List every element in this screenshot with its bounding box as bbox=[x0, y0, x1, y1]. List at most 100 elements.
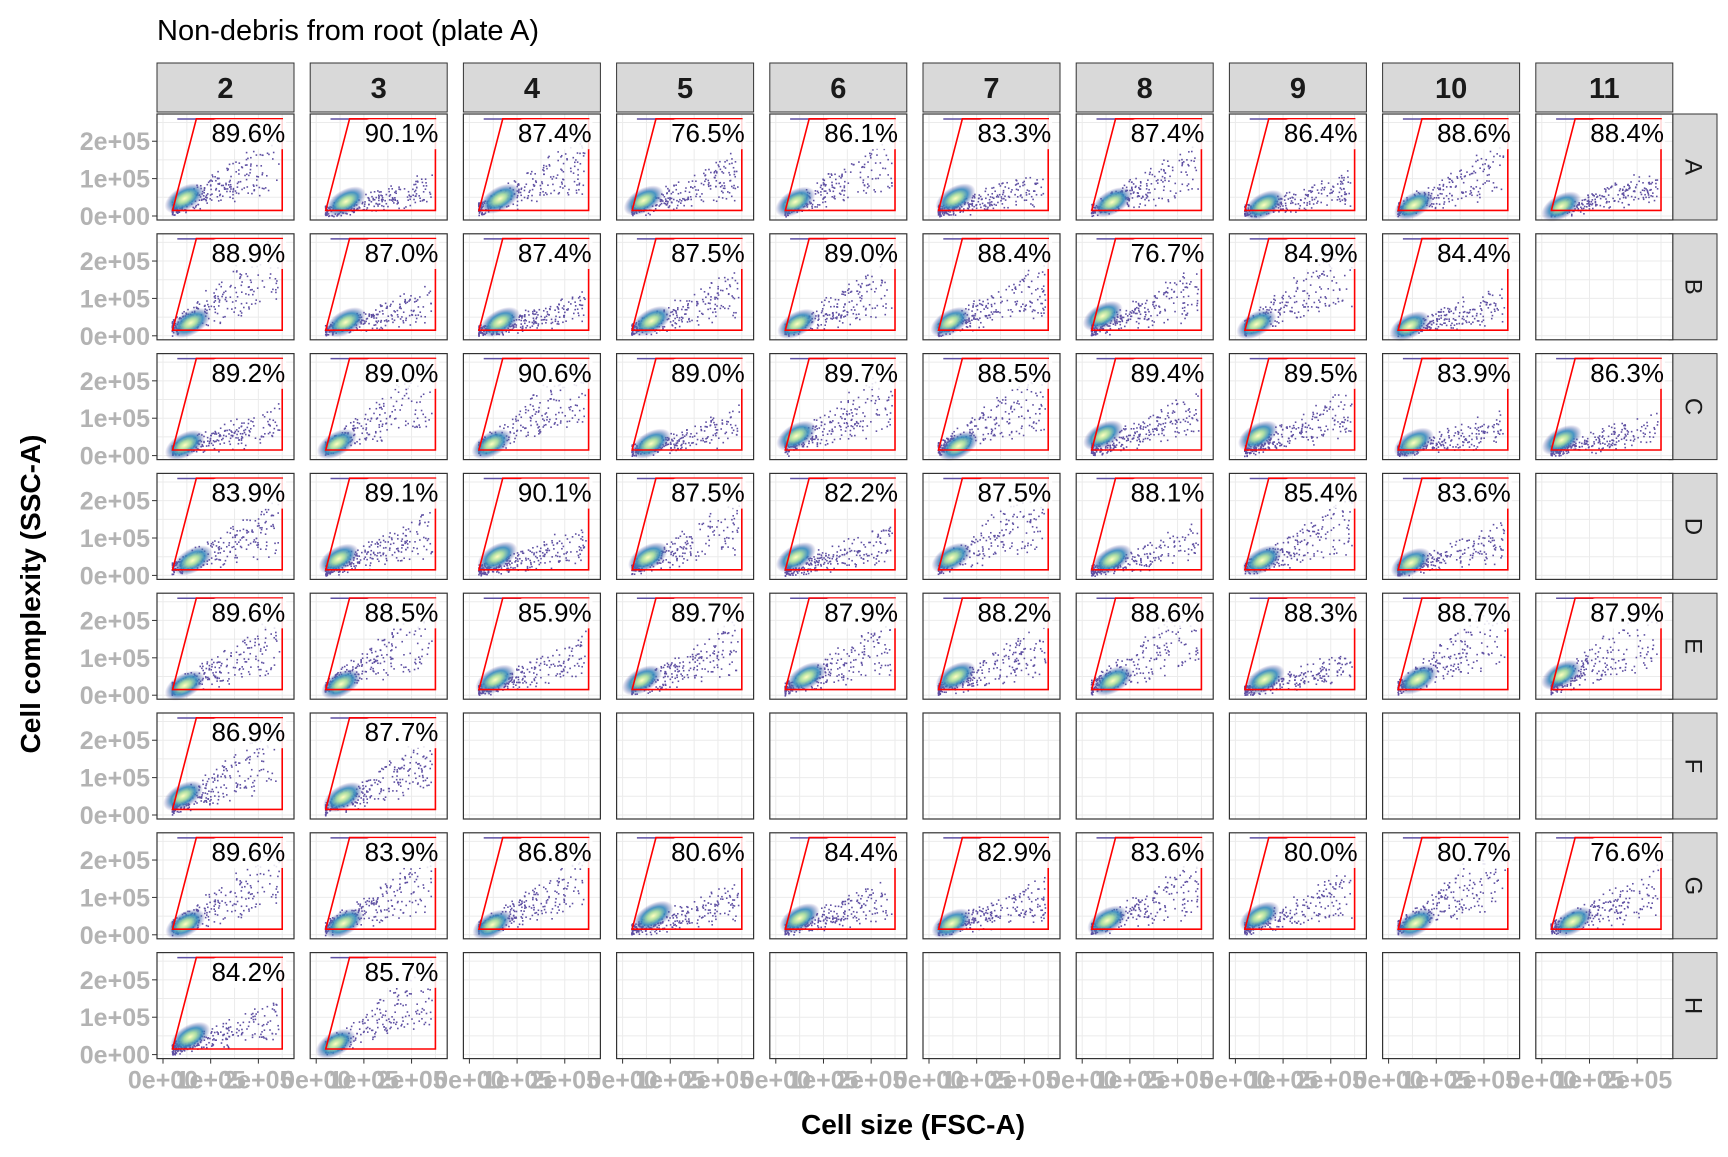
density-point bbox=[720, 186, 722, 188]
column-strip-label: 6 bbox=[830, 73, 846, 105]
density-point bbox=[737, 186, 739, 188]
density-point bbox=[724, 308, 726, 310]
density-point bbox=[1312, 187, 1314, 189]
density-point bbox=[885, 168, 887, 170]
density-point bbox=[221, 185, 223, 187]
density-point bbox=[220, 194, 222, 196]
density-point bbox=[246, 159, 248, 161]
density-point bbox=[1292, 202, 1294, 204]
density-point bbox=[1144, 205, 1146, 207]
density-point bbox=[672, 325, 674, 327]
density-point bbox=[837, 326, 839, 328]
density-point bbox=[1655, 186, 1657, 188]
density-point bbox=[1137, 318, 1139, 320]
density-point bbox=[236, 192, 238, 194]
density-point bbox=[1303, 189, 1305, 191]
density-point bbox=[689, 321, 691, 323]
density-point bbox=[859, 319, 861, 321]
density-point bbox=[1160, 311, 1162, 313]
density-point bbox=[1644, 187, 1646, 189]
density-point bbox=[1126, 320, 1128, 322]
density-point bbox=[550, 176, 552, 178]
density-point bbox=[570, 171, 572, 173]
density-point bbox=[1197, 293, 1199, 295]
density-point bbox=[1285, 195, 1287, 197]
density-point bbox=[730, 180, 732, 182]
density-point bbox=[973, 318, 975, 320]
density-point bbox=[215, 189, 217, 191]
density-point bbox=[1197, 300, 1199, 302]
density-point bbox=[856, 304, 858, 306]
density-point bbox=[574, 162, 576, 164]
density-point bbox=[1042, 308, 1044, 310]
density-point bbox=[985, 188, 987, 190]
density-point bbox=[541, 323, 543, 325]
density-point bbox=[237, 183, 239, 185]
density-point bbox=[970, 322, 972, 324]
density-point bbox=[1156, 297, 1158, 299]
density-point bbox=[882, 167, 884, 169]
density-point bbox=[1186, 283, 1188, 285]
density-point bbox=[1317, 276, 1319, 278]
density-point bbox=[263, 188, 265, 190]
density-point bbox=[971, 310, 973, 312]
density-point bbox=[991, 201, 993, 203]
density-point bbox=[394, 197, 396, 199]
density-point bbox=[738, 297, 740, 299]
density-point bbox=[431, 174, 433, 176]
density-point bbox=[709, 303, 711, 305]
density-point bbox=[1013, 284, 1015, 286]
density-point bbox=[1294, 199, 1296, 201]
density-point bbox=[1017, 183, 1019, 185]
density-point bbox=[841, 174, 843, 176]
density-point bbox=[1162, 176, 1164, 178]
density-point bbox=[1449, 182, 1451, 184]
density-point bbox=[1168, 180, 1170, 182]
density-point bbox=[884, 314, 886, 316]
density-point bbox=[1001, 183, 1003, 185]
density-point bbox=[987, 202, 989, 204]
density-point bbox=[1137, 192, 1139, 194]
density-point bbox=[562, 187, 564, 189]
density-point bbox=[204, 305, 206, 307]
density-point bbox=[1605, 198, 1607, 200]
density-point bbox=[408, 194, 410, 196]
density-point bbox=[527, 197, 529, 199]
density-point bbox=[376, 322, 378, 324]
density-point bbox=[414, 298, 416, 300]
density-point bbox=[729, 174, 731, 176]
density-point bbox=[690, 196, 692, 198]
density-point bbox=[953, 214, 955, 216]
density-point bbox=[546, 311, 548, 313]
density-point bbox=[857, 290, 859, 292]
density-point bbox=[655, 208, 657, 210]
density-point bbox=[1488, 174, 1490, 176]
density-point bbox=[404, 188, 406, 190]
density-point bbox=[392, 301, 394, 303]
density-point bbox=[1627, 184, 1629, 186]
density-point bbox=[687, 303, 689, 305]
density-point bbox=[1183, 289, 1185, 291]
density-point bbox=[1171, 297, 1173, 299]
density-point bbox=[526, 172, 528, 174]
density-point bbox=[373, 317, 375, 319]
density-point bbox=[968, 304, 970, 306]
density-point bbox=[520, 194, 522, 196]
facet-panel: 84.9% bbox=[1229, 234, 1366, 346]
density-point bbox=[276, 179, 278, 181]
density-point bbox=[577, 312, 579, 314]
density-point bbox=[543, 165, 545, 167]
density-point bbox=[971, 319, 973, 321]
density-point bbox=[1274, 295, 1276, 297]
density-point bbox=[971, 205, 973, 207]
density-point bbox=[1612, 198, 1614, 200]
density-point bbox=[867, 183, 869, 185]
density-point bbox=[710, 296, 712, 298]
density-point bbox=[1644, 190, 1646, 192]
density-point bbox=[665, 204, 667, 206]
density-point bbox=[1317, 201, 1319, 203]
density-point bbox=[1633, 174, 1635, 176]
density-point bbox=[534, 310, 536, 312]
density-point bbox=[256, 185, 258, 187]
density-point bbox=[729, 305, 731, 307]
